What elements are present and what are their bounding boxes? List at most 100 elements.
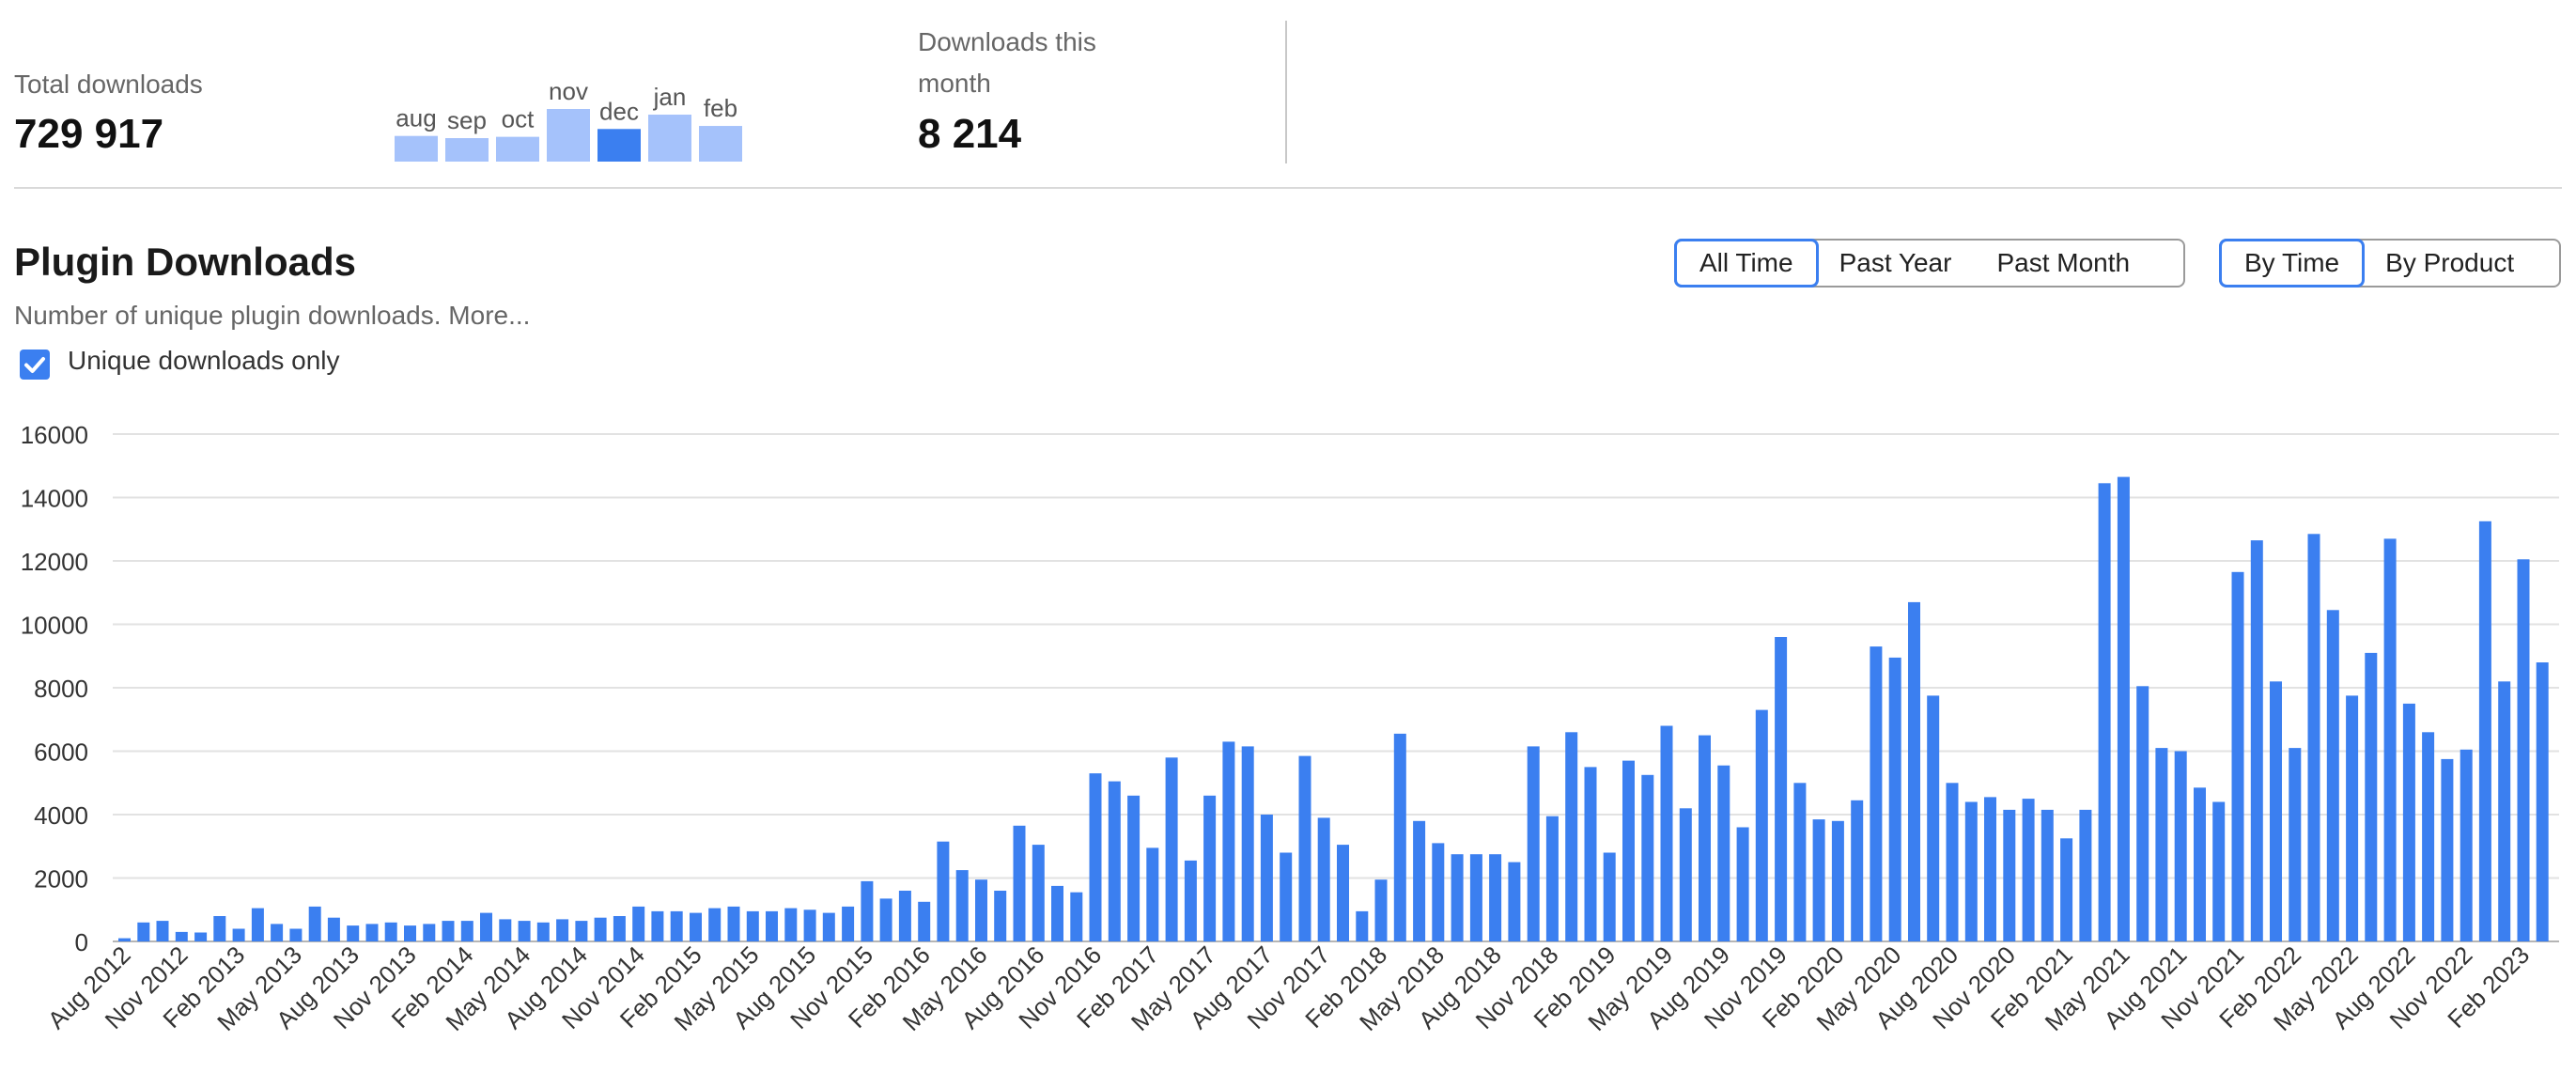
bar[interactable] — [1184, 860, 1197, 941]
bar[interactable] — [2079, 809, 2092, 941]
bar[interactable] — [442, 921, 455, 941]
bar[interactable] — [2498, 681, 2511, 942]
bar[interactable] — [1089, 773, 1102, 941]
bar[interactable] — [308, 906, 321, 941]
bar[interactable] — [1146, 847, 1159, 941]
bar[interactable] — [1108, 781, 1121, 941]
bar[interactable] — [365, 924, 379, 941]
bar[interactable] — [1755, 709, 1768, 941]
bar[interactable] — [347, 925, 360, 941]
bar[interactable] — [556, 919, 569, 941]
bar[interactable] — [1013, 825, 1026, 941]
bar[interactable] — [842, 906, 855, 941]
bar[interactable] — [670, 910, 683, 941]
bar[interactable] — [1508, 862, 1521, 941]
mini-bar-aug[interactable] — [395, 135, 438, 162]
bar[interactable] — [1736, 827, 1749, 942]
bar[interactable] — [213, 916, 226, 941]
bar[interactable] — [1984, 797, 1996, 941]
bar[interactable] — [2212, 801, 2226, 942]
bar[interactable] — [2041, 809, 2054, 941]
bar[interactable] — [1660, 725, 1673, 942]
bar[interactable] — [803, 909, 816, 942]
bar[interactable] — [1603, 852, 1616, 942]
bar[interactable] — [2326, 610, 2339, 941]
bar[interactable] — [1545, 816, 1559, 941]
bar[interactable] — [1451, 854, 1464, 941]
bar[interactable] — [1051, 885, 1063, 941]
bar[interactable] — [1927, 695, 1940, 941]
bar[interactable] — [575, 921, 588, 941]
bar[interactable] — [1793, 783, 1807, 942]
bar[interactable] — [727, 906, 740, 941]
mini-bar-sep[interactable] — [445, 138, 489, 162]
bar[interactable] — [918, 901, 931, 941]
bar[interactable] — [289, 928, 303, 942]
bar[interactable] — [1851, 800, 1864, 941]
bar[interactable] — [1946, 783, 1959, 942]
bar[interactable] — [2307, 534, 2320, 941]
bar[interactable] — [784, 908, 798, 941]
bar[interactable] — [822, 912, 835, 941]
bar[interactable] — [1356, 910, 1369, 941]
bar[interactable] — [271, 924, 284, 941]
bar[interactable] — [1775, 637, 1788, 941]
tab-by-time[interactable]: By Time — [2219, 239, 2366, 288]
bar[interactable] — [175, 931, 188, 941]
bar[interactable] — [137, 922, 150, 942]
bar[interactable] — [690, 912, 702, 941]
bar[interactable] — [384, 922, 397, 942]
bar[interactable] — [1888, 657, 1901, 941]
tab-all-time[interactable]: All Time — [1674, 239, 1819, 288]
bar[interactable] — [327, 917, 340, 941]
bar[interactable] — [708, 908, 722, 941]
bar[interactable] — [1908, 601, 1920, 941]
bar[interactable] — [2098, 483, 2111, 941]
mini-bar-jan[interactable] — [648, 115, 691, 162]
bar[interactable] — [1679, 808, 1692, 942]
bar[interactable] — [2194, 787, 2206, 941]
bar[interactable] — [2365, 652, 2378, 941]
bar[interactable] — [2536, 662, 2549, 941]
bar[interactable] — [1165, 757, 1178, 942]
bar[interactable] — [861, 880, 874, 941]
bar[interactable] — [1584, 767, 1597, 941]
bar[interactable] — [2460, 749, 2473, 941]
bar[interactable] — [1317, 817, 1330, 941]
bar[interactable] — [2003, 809, 2016, 941]
bar[interactable] — [632, 906, 645, 941]
bar[interactable] — [2346, 695, 2359, 941]
bar[interactable] — [2383, 538, 2397, 941]
bar[interactable] — [955, 870, 969, 941]
bar[interactable] — [194, 932, 208, 942]
bar[interactable] — [2117, 476, 2130, 941]
bar[interactable] — [2270, 681, 2282, 942]
bar[interactable] — [1831, 820, 1844, 942]
bar[interactable] — [1241, 746, 1254, 941]
tab-past-year[interactable]: Past Year — [1839, 248, 1952, 277]
bar[interactable] — [2289, 748, 2302, 941]
bar[interactable] — [1469, 854, 1482, 941]
bar[interactable] — [536, 922, 550, 942]
bar[interactable] — [232, 928, 245, 942]
bar[interactable] — [1432, 843, 1445, 941]
bar[interactable] — [1222, 741, 1235, 941]
bar[interactable] — [2022, 799, 2035, 941]
bar[interactable] — [766, 910, 778, 941]
bar[interactable] — [1489, 854, 1502, 941]
bar[interactable] — [156, 921, 169, 941]
mini-bar-oct[interactable] — [496, 136, 539, 162]
bar[interactable] — [2422, 732, 2435, 942]
bar[interactable] — [2174, 751, 2187, 942]
bar[interactable] — [1260, 815, 1273, 941]
bar[interactable] — [1203, 795, 1217, 942]
page-subtitle[interactable]: Number of unique plugin downloads. More.… — [14, 301, 531, 330]
bar[interactable] — [518, 921, 531, 941]
bar[interactable] — [898, 891, 911, 941]
bar[interactable] — [594, 917, 607, 941]
bar[interactable] — [480, 912, 492, 941]
bar[interactable] — [651, 910, 664, 941]
bar[interactable] — [879, 898, 892, 941]
bar[interactable] — [1070, 892, 1083, 941]
